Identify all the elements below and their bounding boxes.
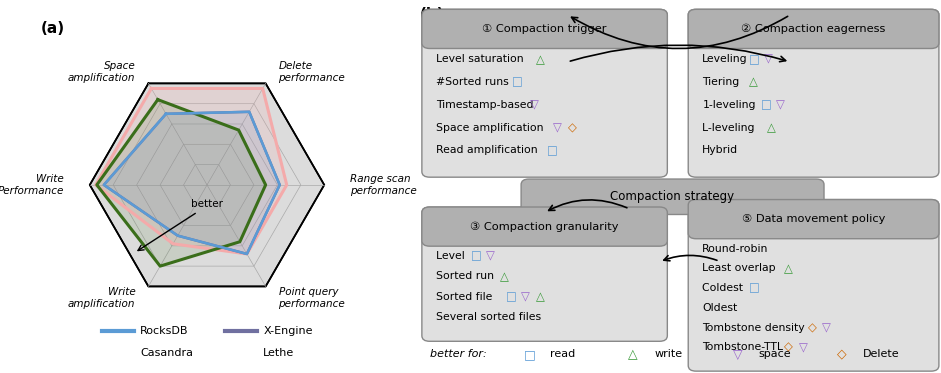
- Text: Level: Level: [436, 251, 469, 261]
- Text: ▽: ▽: [486, 250, 495, 263]
- Text: △: △: [535, 53, 545, 66]
- Text: □: □: [749, 53, 760, 66]
- FancyBboxPatch shape: [521, 179, 824, 214]
- Text: △: △: [629, 348, 638, 361]
- Text: Least overlap: Least overlap: [702, 263, 779, 273]
- Text: ▽: ▽: [775, 98, 785, 112]
- Polygon shape: [96, 88, 287, 254]
- Text: △: △: [784, 262, 793, 275]
- Text: △: △: [501, 270, 509, 283]
- Text: Round-robin: Round-robin: [702, 244, 769, 254]
- Text: Several sorted files: Several sorted files: [436, 312, 541, 322]
- FancyBboxPatch shape: [422, 207, 667, 246]
- Text: Hybrid: Hybrid: [702, 145, 739, 155]
- Text: □: □: [512, 76, 523, 89]
- Text: Delete
performance: Delete performance: [279, 61, 345, 83]
- Text: ◇: ◇: [837, 348, 847, 361]
- Text: Tiering: Tiering: [702, 77, 743, 87]
- Text: Sorted file: Sorted file: [436, 292, 496, 302]
- Text: X-Engine: X-Engine: [263, 326, 312, 336]
- Text: write: write: [654, 350, 682, 359]
- Text: L-leveling: L-leveling: [702, 123, 758, 132]
- Text: Tombstone density: Tombstone density: [702, 323, 808, 333]
- Text: ⑤ Data movement policy: ⑤ Data movement policy: [742, 214, 885, 224]
- Text: Point query
performance: Point query performance: [279, 287, 345, 309]
- Text: Oldest: Oldest: [702, 303, 738, 313]
- Text: better: better: [191, 199, 223, 209]
- Polygon shape: [104, 112, 279, 254]
- Text: Read amplification: Read amplification: [436, 145, 541, 155]
- Polygon shape: [89, 84, 325, 286]
- FancyBboxPatch shape: [422, 9, 667, 177]
- Text: Compaction strategy: Compaction strategy: [611, 190, 735, 203]
- Text: Write
Performance: Write Performance: [0, 174, 64, 196]
- Text: (b): (b): [420, 7, 444, 22]
- Text: Tombstone-TTL: Tombstone-TTL: [702, 342, 787, 352]
- FancyBboxPatch shape: [422, 9, 667, 48]
- Text: □: □: [524, 348, 535, 361]
- Text: Timestamp-based: Timestamp-based: [436, 100, 537, 110]
- Text: □: □: [471, 250, 482, 263]
- Text: #Sorted runs: #Sorted runs: [436, 77, 512, 87]
- Text: △: △: [749, 76, 758, 89]
- Text: △: △: [767, 121, 775, 134]
- Text: Space
amplification: Space amplification: [68, 61, 136, 83]
- FancyBboxPatch shape: [688, 9, 939, 48]
- Text: ◇: ◇: [784, 341, 793, 354]
- Text: ▽: ▽: [822, 321, 831, 334]
- Text: space: space: [758, 350, 791, 359]
- Text: better for:: better for:: [430, 350, 486, 359]
- Text: △: △: [535, 290, 544, 303]
- Text: ▽: ▽: [733, 348, 742, 361]
- Text: □: □: [506, 290, 518, 303]
- Polygon shape: [104, 112, 279, 254]
- Text: Range scan
performance: Range scan performance: [350, 174, 417, 196]
- Text: Coldest: Coldest: [702, 283, 747, 293]
- Text: ▽: ▽: [799, 341, 807, 354]
- Text: Level saturation: Level saturation: [436, 54, 527, 65]
- FancyBboxPatch shape: [688, 200, 939, 371]
- Text: RocksDB: RocksDB: [140, 326, 189, 336]
- Polygon shape: [97, 100, 265, 266]
- Text: □: □: [749, 282, 760, 295]
- FancyBboxPatch shape: [688, 9, 939, 177]
- Text: ▽: ▽: [553, 121, 562, 134]
- Text: □: □: [761, 98, 772, 112]
- FancyBboxPatch shape: [422, 207, 667, 341]
- Text: ③ Compaction granularity: ③ Compaction granularity: [470, 222, 619, 232]
- Text: Space amplification: Space amplification: [436, 123, 547, 132]
- Text: 1-leveling: 1-leveling: [702, 100, 756, 110]
- Text: Casandra: Casandra: [140, 348, 193, 358]
- Text: ▽: ▽: [521, 290, 530, 303]
- Text: Write
amplification: Write amplification: [68, 287, 136, 309]
- Text: ② Compaction eagerness: ② Compaction eagerness: [742, 24, 885, 34]
- Text: Leveling: Leveling: [702, 54, 748, 65]
- Text: □: □: [548, 144, 558, 157]
- Text: ▽: ▽: [530, 98, 538, 112]
- Text: read: read: [550, 350, 575, 359]
- Text: ◇: ◇: [567, 121, 577, 134]
- FancyBboxPatch shape: [688, 200, 939, 239]
- Text: Lethe: Lethe: [263, 348, 295, 358]
- Text: ◇: ◇: [807, 321, 817, 334]
- Text: ▽: ▽: [764, 53, 773, 66]
- Text: ① Compaction trigger: ① Compaction trigger: [483, 24, 607, 34]
- Text: (a): (a): [40, 21, 65, 36]
- Text: Sorted run: Sorted run: [436, 272, 498, 282]
- Text: Delete: Delete: [863, 350, 900, 359]
